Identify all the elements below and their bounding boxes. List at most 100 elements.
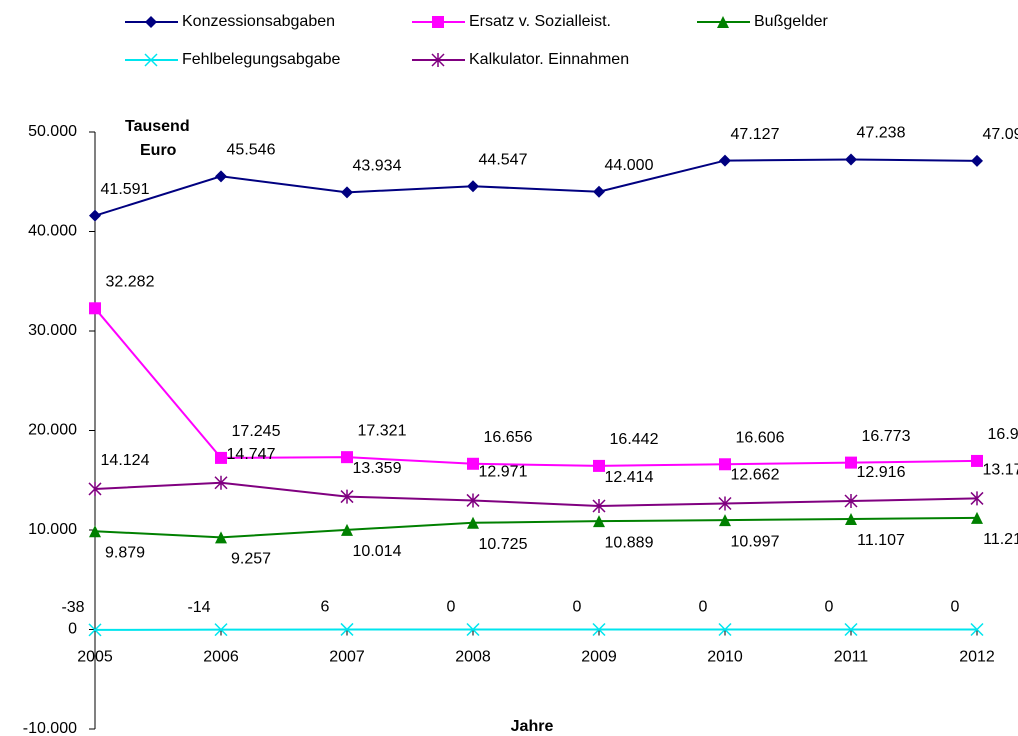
data-label: 47.127 — [731, 126, 780, 143]
marker — [431, 53, 445, 67]
data-label: 0 — [447, 599, 456, 616]
data-label: 47.238 — [857, 125, 906, 142]
series-line — [94, 307, 978, 467]
data-label: 16.606 — [736, 429, 785, 446]
y-tick-label: 50.000 — [28, 123, 77, 140]
marker — [215, 451, 227, 464]
legend-label: Konzessionsabgaben — [182, 13, 335, 30]
data-label: 45.546 — [227, 142, 276, 159]
data-label: 0 — [951, 599, 960, 616]
y-tick-label: 0 — [68, 621, 77, 638]
y-tick-label: 20.000 — [28, 422, 77, 439]
marker — [467, 516, 479, 529]
marker — [467, 180, 479, 193]
marker — [845, 456, 857, 469]
y-tick-label: 10.000 — [28, 521, 77, 538]
series-line — [94, 481, 978, 507]
marker — [144, 53, 158, 67]
marker — [89, 525, 101, 538]
marker — [340, 489, 354, 504]
data-label: 9.879 — [105, 544, 145, 561]
y-tick-label: 40.000 — [28, 223, 77, 240]
data-label: 12.414 — [605, 469, 654, 486]
marker — [719, 458, 731, 471]
marker — [844, 622, 858, 637]
data-label: 47.096 — [983, 126, 1018, 143]
marker — [215, 531, 227, 544]
data-label: 0 — [573, 599, 582, 616]
data-label: 13.174 — [983, 462, 1018, 479]
data-label: 12.662 — [731, 467, 780, 484]
x-axis-label: Jahre — [511, 718, 554, 735]
marker — [593, 459, 605, 472]
data-label: 44.000 — [605, 157, 654, 174]
marker — [970, 491, 984, 506]
series-line — [94, 158, 978, 217]
marker — [89, 302, 101, 315]
x-tick-label: 2008 — [455, 649, 491, 666]
y-axis-label: Euro — [140, 142, 177, 159]
data-label: 16.656 — [484, 429, 533, 446]
legend-label: Ersatz v. Sozialleist. — [469, 13, 611, 30]
marker — [466, 622, 480, 637]
series-line — [94, 516, 978, 539]
data-label: 41.591 — [101, 181, 150, 198]
marker — [593, 185, 605, 198]
marker — [340, 622, 354, 636]
marker — [719, 154, 731, 167]
marker — [971, 154, 983, 167]
data-label: 12.971 — [479, 464, 528, 481]
data-label: 44.547 — [479, 151, 528, 168]
x-tick-label: 2011 — [834, 649, 869, 666]
data-label: 16.442 — [610, 431, 659, 448]
marker — [88, 623, 102, 637]
marker — [592, 622, 606, 637]
data-label: -14 — [187, 599, 210, 616]
marker — [971, 454, 983, 467]
data-label: 10.997 — [731, 533, 780, 550]
data-label: 0 — [699, 599, 708, 616]
marker — [341, 523, 353, 536]
legend-label: Kalkulator. Einnahmen — [469, 51, 629, 68]
data-label: 14.124 — [101, 452, 150, 469]
marker — [214, 475, 228, 490]
marker — [845, 512, 857, 525]
data-label: 9.257 — [231, 551, 271, 568]
x-tick-label: 2005 — [77, 649, 113, 666]
data-label: 17.321 — [358, 422, 407, 439]
data-label: 11.218 — [983, 531, 1018, 548]
y-tick-label: -10.000 — [23, 720, 77, 736]
data-label: 10.725 — [479, 536, 528, 553]
y-axis-label: Tausend — [125, 118, 190, 135]
x-tick-label: 2009 — [581, 649, 617, 666]
marker — [341, 451, 353, 464]
data-label: 14.747 — [227, 446, 276, 463]
marker — [88, 481, 102, 496]
x-tick-label: 2010 — [707, 649, 743, 666]
marker — [341, 186, 353, 199]
data-label: 43.934 — [353, 158, 402, 175]
data-label: 12.916 — [857, 464, 906, 481]
marker — [970, 622, 984, 637]
x-tick-label: 2012 — [959, 649, 995, 666]
data-label: -38 — [61, 599, 84, 616]
data-label: 6 — [321, 599, 330, 616]
marker — [215, 170, 227, 183]
data-label: 17.245 — [232, 423, 281, 440]
marker — [432, 16, 444, 28]
y-tick-label: 30.000 — [28, 322, 77, 339]
data-label: 32.282 — [106, 274, 155, 291]
marker — [467, 457, 479, 470]
marker — [717, 16, 729, 28]
marker — [845, 153, 857, 166]
data-label: 16.773 — [862, 428, 911, 445]
legend-label: Fehlbelegungsabgabe — [182, 51, 340, 68]
data-label: 10.014 — [353, 543, 402, 560]
x-tick-label: 2007 — [329, 649, 365, 666]
data-label: 13.359 — [353, 460, 402, 477]
marker — [466, 493, 480, 508]
marker — [145, 16, 157, 28]
marker — [592, 498, 606, 513]
marker — [89, 209, 101, 222]
